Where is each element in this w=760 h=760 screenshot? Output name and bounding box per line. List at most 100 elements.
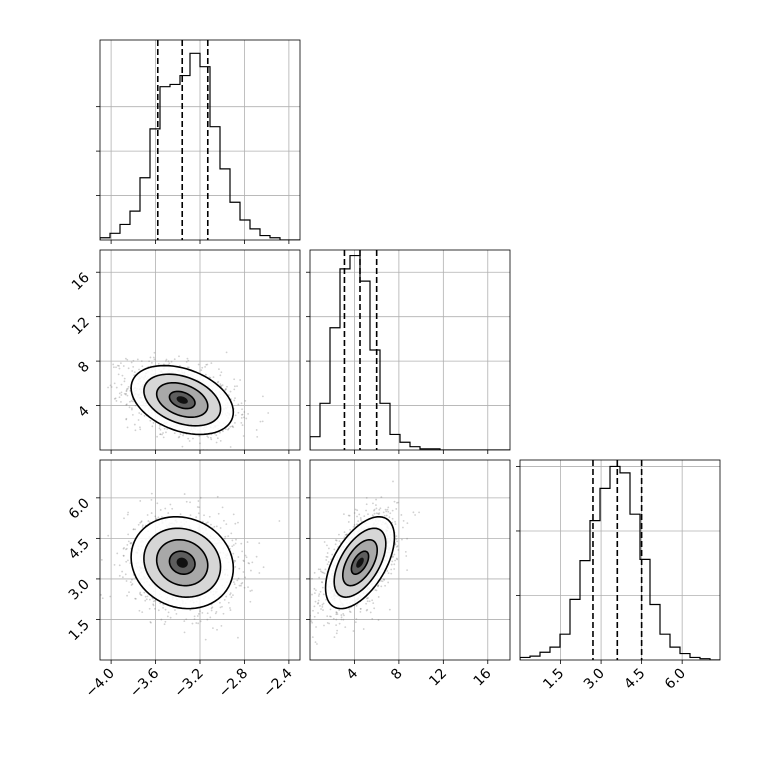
scatter-point [183,493,186,495]
scatter-point [387,506,390,509]
scatter-point [191,622,194,625]
scatter-point [386,508,389,511]
scatter-point [241,550,244,553]
scatter-point [395,508,398,510]
contour-line [155,538,209,587]
scatter-point [325,555,328,558]
scatter-point [244,554,247,557]
scatter-point [208,515,211,518]
scatter-point [122,554,125,557]
scatter-point [118,392,121,395]
scatter-point [133,374,136,377]
scatter-point [126,394,129,397]
scatter-point [377,584,380,587]
scatter-point [371,599,374,602]
scatter-point [123,377,126,380]
scatter-point [210,438,213,441]
scatter-point [162,432,164,434]
scatter-point [189,501,191,504]
scatter-point [229,607,231,609]
scatter-point [215,610,218,613]
scatter-point [262,566,265,569]
scatter-point [374,589,377,591]
scatter-point [383,579,386,581]
scatter-point [353,512,356,514]
scatter-point [342,612,345,615]
panel-frame [309,249,511,451]
scatter-point [73,366,75,368]
scatter-point [216,437,219,440]
scatter-point [326,552,329,554]
scatter-point [128,591,130,594]
scatter-point [121,374,124,377]
density-peak [176,557,188,568]
scatter-point [186,357,189,360]
scatter-point [405,555,408,557]
scatter-point [347,514,350,517]
scatter-point [241,581,244,584]
scatter-point [235,538,237,541]
scatter-point [243,411,246,413]
scatter-point [128,406,131,409]
scatter-point [324,568,327,571]
scatter-point [209,376,212,379]
scatter-point [125,580,128,582]
scatter-point [227,428,229,431]
scatter-point [387,581,390,584]
scatter-point [116,552,119,555]
scatter-point [139,426,141,429]
scatter-point [133,423,136,426]
scatter-point [234,397,236,400]
scatter-point [173,432,176,435]
scatter-point [338,533,340,536]
scatter-point [223,598,226,601]
scatter-point [225,388,227,390]
scatter-point [158,427,161,430]
scatter-point [207,436,210,439]
scatter-point [159,424,161,427]
scatter-point [322,602,325,605]
scatter-point [199,496,202,499]
scatter-point [120,383,123,386]
scatter-point [152,422,155,424]
scatter-point [129,542,132,544]
scatter-point [197,363,200,366]
scatter-point [138,368,140,371]
scatter-point [358,513,361,516]
scatter-point [179,364,181,367]
scatter-point [169,503,172,506]
scatter-point [317,612,319,614]
scatter-point [147,520,150,522]
scatter-point [371,514,374,517]
scatter-point [159,509,162,511]
scatter-point [406,569,409,572]
scatter-point [232,544,235,546]
scatter-point [259,420,262,423]
scatter-point [204,365,207,368]
scatter-point [149,356,152,359]
scatter-point [164,620,167,623]
scatter-point [164,507,167,510]
scatter-point [127,533,130,536]
scatter-point [225,595,228,598]
scatter-point [354,508,357,511]
scatter-point [141,524,144,527]
scatter-point [131,583,134,585]
scatter-point [342,618,345,621]
scatter-point [352,630,355,632]
scatter-point [220,371,223,374]
scatter-point [130,584,133,586]
scatter-point [385,510,388,513]
scatter-point [166,615,169,618]
scatter-point [395,538,398,541]
scatter-point [319,605,321,607]
scatter-point [174,609,176,611]
scatter-point [395,535,398,538]
scatter-point [126,358,129,361]
scatter-point [109,595,112,598]
scatter-point [340,614,343,616]
scatter-point [412,511,415,514]
scatter-point [320,570,322,573]
scatter-point [315,589,317,592]
scatter-point [348,607,351,610]
